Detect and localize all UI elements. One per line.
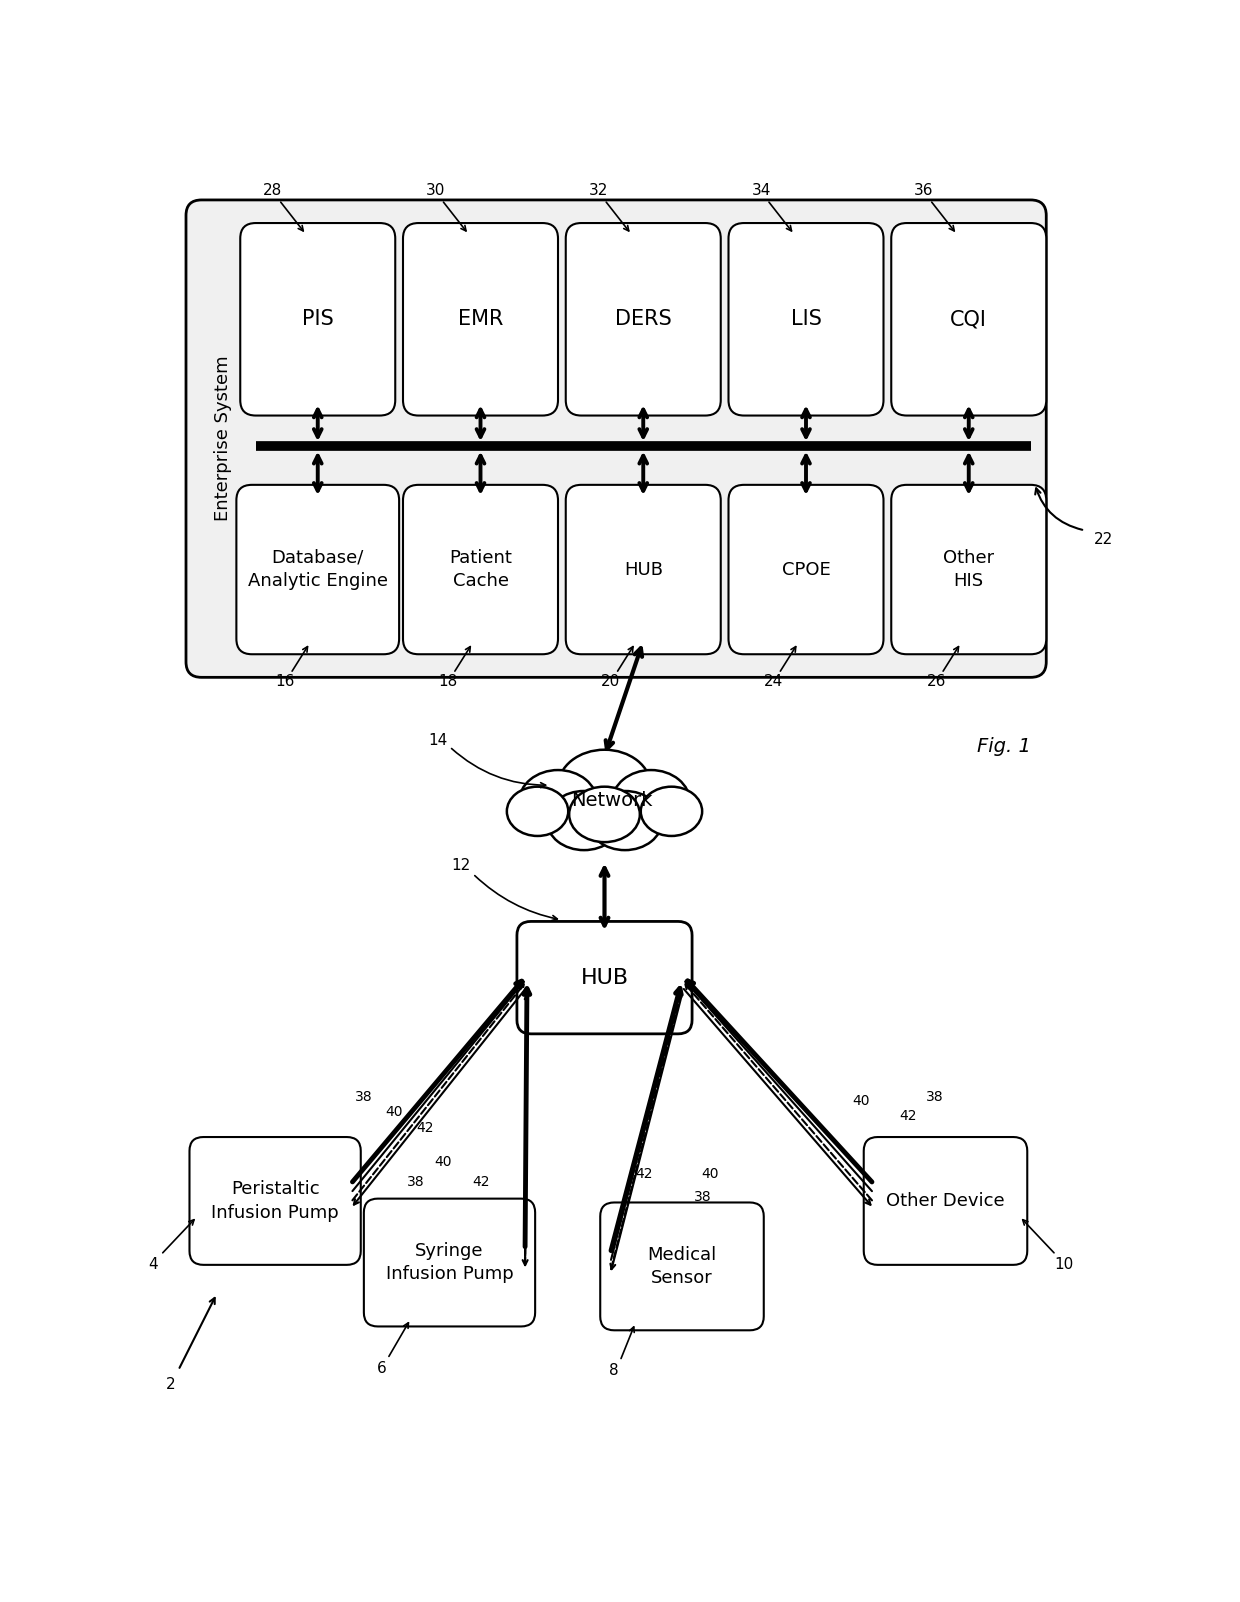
Text: 4: 4 [149,1256,157,1272]
FancyBboxPatch shape [729,223,883,415]
Text: 18: 18 [438,674,458,689]
Text: Other Device: Other Device [887,1192,1004,1210]
Text: CQI: CQI [950,309,987,330]
Text: 22: 22 [1095,532,1114,548]
Text: PIS: PIS [301,309,334,330]
FancyBboxPatch shape [864,1137,1027,1266]
Ellipse shape [520,771,596,835]
Text: HUB: HUB [624,561,662,578]
FancyBboxPatch shape [565,223,720,415]
Text: 14: 14 [428,734,448,748]
Text: 36: 36 [914,183,934,199]
Ellipse shape [613,771,689,835]
Ellipse shape [507,787,568,836]
FancyBboxPatch shape [729,485,883,654]
Text: 8: 8 [609,1363,619,1378]
FancyBboxPatch shape [403,223,558,415]
Text: HUB: HUB [580,968,629,988]
FancyBboxPatch shape [363,1198,536,1326]
Ellipse shape [547,791,621,851]
Text: Network: Network [572,791,653,811]
FancyBboxPatch shape [190,1137,361,1266]
Text: Patient
Cache: Patient Cache [449,549,512,591]
Text: Peristaltic
Infusion Pump: Peristaltic Infusion Pump [211,1181,339,1222]
Text: 42: 42 [472,1174,490,1189]
Bar [516,803,693,846]
Text: 24: 24 [764,674,784,689]
Text: 40: 40 [853,1094,870,1107]
FancyBboxPatch shape [565,485,720,654]
FancyBboxPatch shape [892,223,1047,415]
Text: 12: 12 [451,859,471,873]
Text: Syringe
Infusion Pump: Syringe Infusion Pump [386,1242,513,1283]
Text: 42: 42 [899,1109,916,1123]
Text: 30: 30 [425,183,445,199]
Text: 38: 38 [693,1190,712,1205]
Text: 26: 26 [926,674,946,689]
Ellipse shape [588,791,662,851]
Text: 2: 2 [166,1376,175,1392]
Text: 20: 20 [601,674,620,689]
Text: 28: 28 [263,183,283,199]
Text: Fig. 1: Fig. 1 [977,737,1030,756]
Text: 40: 40 [702,1166,719,1181]
Ellipse shape [558,750,651,823]
Text: 42: 42 [635,1166,653,1181]
Text: 40: 40 [386,1105,403,1120]
Ellipse shape [569,787,640,843]
FancyBboxPatch shape [237,485,399,654]
FancyBboxPatch shape [600,1203,764,1330]
FancyBboxPatch shape [186,200,1047,678]
Text: 38: 38 [407,1174,424,1189]
Text: 32: 32 [589,183,608,199]
FancyBboxPatch shape [403,485,558,654]
Ellipse shape [641,787,702,836]
Text: 10: 10 [1054,1256,1074,1272]
FancyBboxPatch shape [241,223,396,415]
Text: LIS: LIS [791,309,821,330]
Text: 42: 42 [417,1121,434,1134]
Text: 6: 6 [377,1360,386,1376]
Text: 34: 34 [751,183,771,199]
FancyBboxPatch shape [892,485,1047,654]
Text: Other
HIS: Other HIS [944,549,994,591]
Text: 40: 40 [434,1155,451,1169]
Text: 16: 16 [275,674,295,689]
Text: EMR: EMR [458,309,503,330]
FancyBboxPatch shape [517,921,692,1033]
Text: Medical
Sensor: Medical Sensor [647,1246,717,1286]
Text: Database/
Analytic Engine: Database/ Analytic Engine [248,549,388,591]
Text: CPOE: CPOE [781,561,831,578]
Text: 38: 38 [926,1089,944,1104]
Text: 38: 38 [355,1089,372,1104]
Text: Enterprise System: Enterprise System [215,356,232,522]
Text: DERS: DERS [615,309,672,330]
